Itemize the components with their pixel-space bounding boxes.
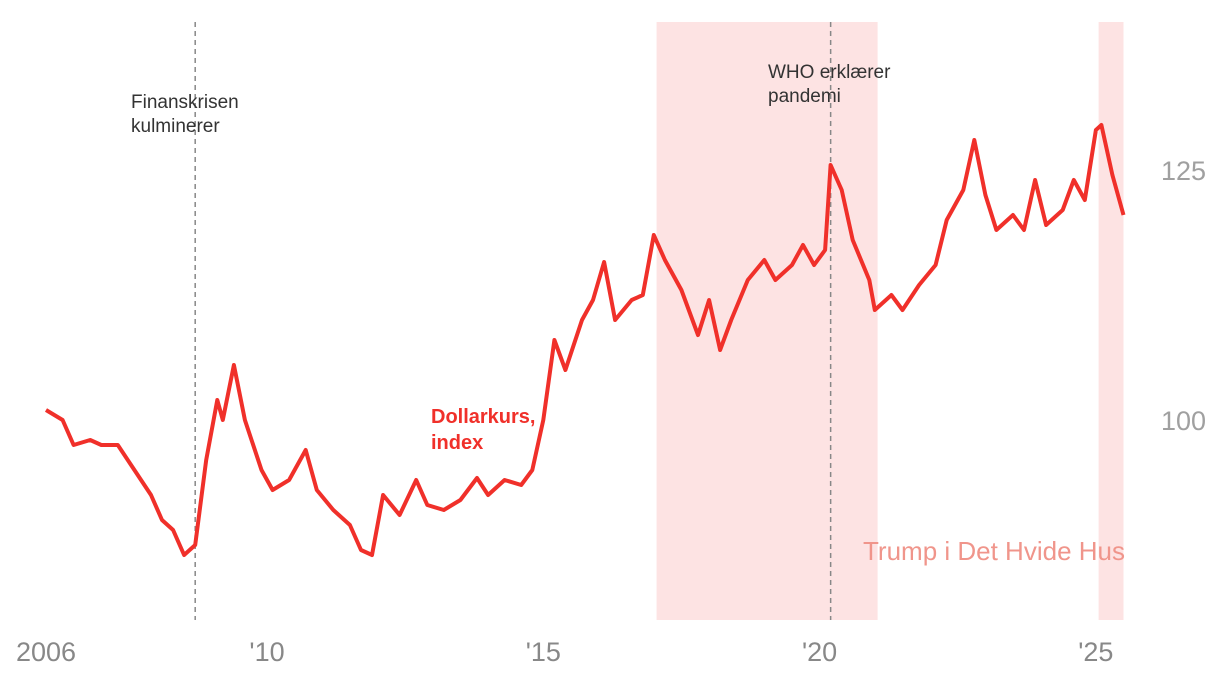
annotation: WHO erklærer pandemi <box>768 62 891 107</box>
shaded-range-label: Trump i Det Hvide Hus <box>863 536 1125 566</box>
shaded-range <box>656 22 878 620</box>
shaded-range <box>1098 22 1124 620</box>
x-tick-label: '10 <box>249 637 284 667</box>
y-tick-label: 125 <box>1161 156 1206 186</box>
line <box>44 123 1126 557</box>
annotation: Finanskrisen kulminerer <box>131 92 239 137</box>
x-tick-label: 2006 <box>16 637 76 667</box>
series-label: Dollarkurs, index <box>431 406 536 454</box>
x-tick-label: '25 <box>1078 637 1113 667</box>
y-tick-label: 100 <box>1161 406 1206 436</box>
x-tick-label: '20 <box>802 637 837 667</box>
x-tick-label: '15 <box>526 637 561 667</box>
